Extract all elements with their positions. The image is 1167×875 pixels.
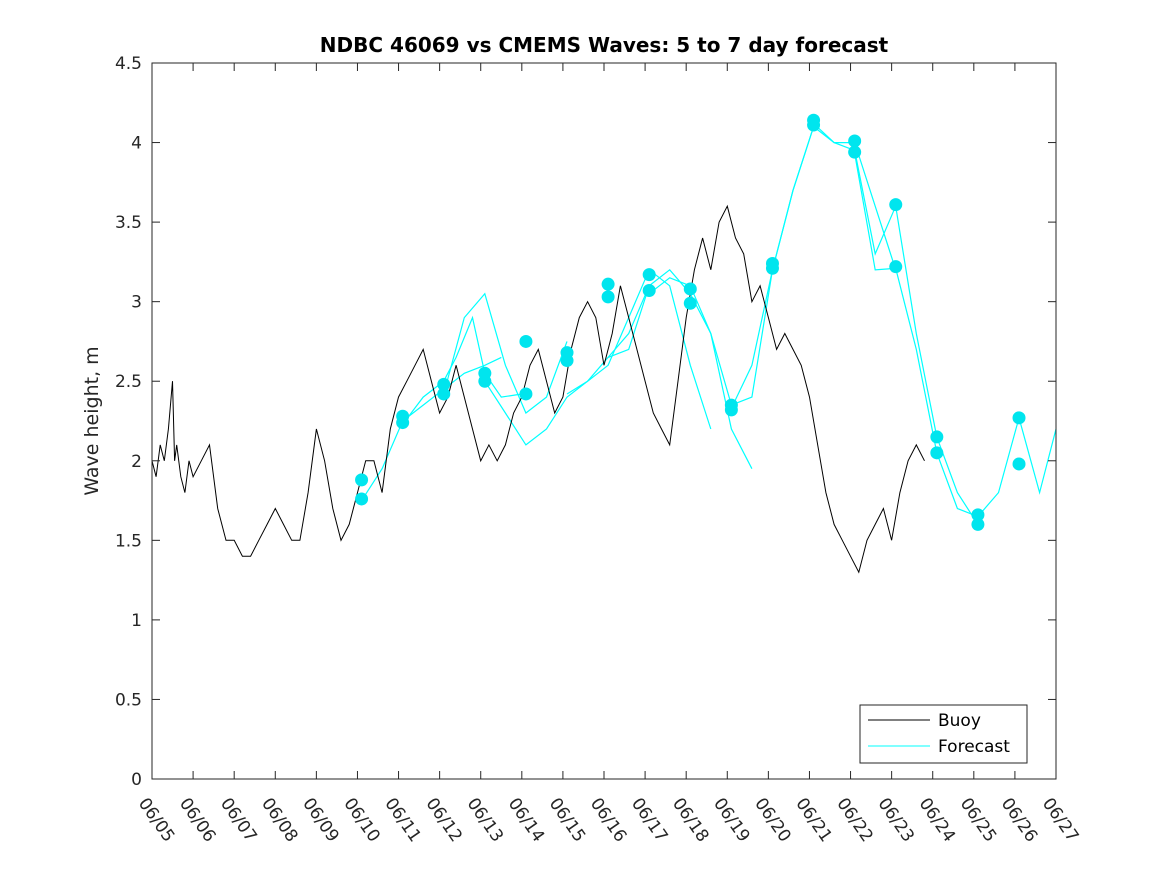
y-tick-label: 4: [131, 134, 142, 154]
x-tick-label: 06/25: [956, 794, 1000, 846]
y-tick-label: 1: [131, 611, 142, 631]
x-tick-label: 06/07: [216, 794, 260, 846]
forecast-marker: [724, 403, 738, 417]
forecast-marker: [560, 354, 574, 368]
x-tick-label: 06/13: [463, 794, 507, 846]
y-axis-label: Wave height, m: [81, 346, 103, 495]
x-tick-label: 06/06: [175, 794, 219, 846]
forecast-marker: [889, 198, 903, 212]
y-tick-label: 3: [131, 293, 142, 313]
forecast-marker: [642, 268, 656, 282]
x-tick-label: 06/14: [504, 794, 548, 846]
forecast-marker: [1012, 411, 1026, 425]
x-tick-label: 06/23: [874, 794, 918, 846]
x-tick-label: 06/21: [791, 794, 835, 846]
forecast-marker: [848, 145, 862, 159]
forecast-marker: [971, 517, 985, 531]
forecast-marker: [683, 296, 697, 310]
y-tick-label: 0.5: [115, 690, 142, 710]
y-tick-label: 0: [131, 770, 142, 790]
y-tick-label: 3.5: [115, 213, 142, 233]
forecast-marker: [396, 416, 410, 430]
x-tick-label: 06/19: [709, 794, 753, 846]
buoy-series-group: [151, 204, 925, 574]
forecast-marker: [601, 277, 615, 291]
y-tick-label: 2.5: [115, 372, 142, 392]
forecast-marker: [683, 282, 697, 296]
x-tick-label: 06/17: [627, 794, 671, 846]
legend-buoy-label: Buoy: [938, 711, 981, 731]
forecast-marker: [355, 473, 369, 487]
x-tick-label: 06/22: [832, 794, 876, 846]
x-tick-label: 06/20: [750, 794, 794, 846]
plot-background: [152, 63, 1056, 779]
forecast-marker: [437, 387, 451, 401]
y-tick-label: 2: [131, 452, 142, 472]
buoy-line: [151, 204, 925, 574]
forecast-marker: [601, 290, 615, 304]
x-tick-label: 06/24: [915, 794, 959, 846]
y-tick-label: 4.5: [115, 54, 142, 74]
forecast-line-3: [484, 285, 650, 446]
x-tick-label: 06/27: [1038, 794, 1082, 846]
forecast-marker: [807, 118, 821, 132]
forecast-line-2: [443, 292, 568, 414]
x-tick-label: 06/15: [545, 794, 589, 846]
forecast-marker: [848, 134, 862, 148]
x-tick-label: 06/18: [668, 794, 712, 846]
forecast-marker: [930, 446, 944, 460]
forecast-marker: [478, 374, 492, 388]
forecast-marker: [642, 284, 656, 298]
x-tick-label: 06/09: [298, 794, 342, 846]
forecast-line-0: [361, 356, 502, 501]
forecast-line-9: [854, 153, 1057, 518]
forecast-marker: [930, 430, 944, 444]
x-tick-label: 06/12: [422, 794, 466, 846]
forecast-marker: [355, 492, 369, 506]
forecast-marker-group: [355, 113, 1026, 531]
x-tick-label: 06/16: [586, 794, 630, 846]
legend-box: [859, 704, 1028, 764]
x-tick-label: 06/05: [134, 794, 178, 846]
forecast-line-4: [566, 268, 712, 430]
forecast-marker: [971, 508, 985, 522]
legend-forecast-label: Forecast: [938, 737, 1010, 757]
x-tick-label: 06/11: [380, 794, 424, 846]
x-tick-label: 06/08: [257, 794, 301, 846]
forecast-line-1: [402, 315, 522, 425]
x-tick-label: 06/26: [997, 794, 1041, 846]
forecast-marker: [889, 260, 903, 274]
forecast-marker: [765, 261, 779, 275]
legend: Buoy Forecast: [859, 704, 1028, 764]
chart-title: NDBC 46069 vs CMEMS Waves: 5 to 7 day fo…: [320, 33, 889, 57]
y-tick-label: 1.5: [115, 531, 142, 551]
forecast-marker: [519, 334, 533, 348]
forecast-marker: [437, 377, 451, 391]
forecast-marker: [519, 387, 533, 401]
forecast-marker: [1012, 457, 1026, 471]
x-tick-label: 06/10: [339, 794, 383, 846]
